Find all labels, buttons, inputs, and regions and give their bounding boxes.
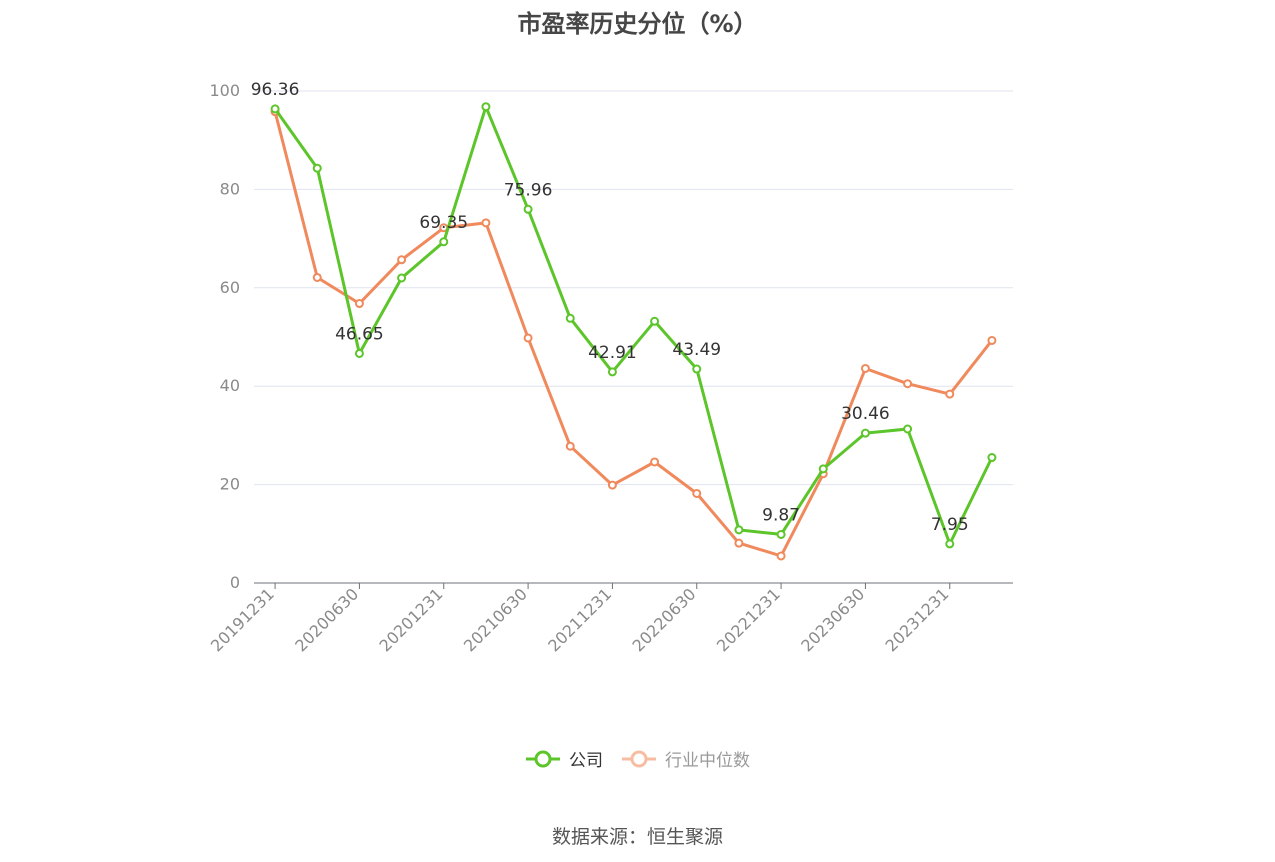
chart-title: 市盈率历史分位（%） — [517, 10, 758, 38]
data-point — [565, 441, 575, 451]
data-point — [397, 255, 407, 265]
data-point — [439, 237, 449, 247]
data-point — [945, 539, 955, 549]
data-point — [523, 333, 533, 343]
data-point — [523, 204, 533, 214]
data-point — [312, 163, 322, 173]
x-tick-label: 20200630 — [291, 584, 362, 655]
data-label: 9.87 — [762, 505, 800, 525]
x-tick-label: 20231231 — [882, 584, 953, 655]
data-label: 43.49 — [672, 340, 721, 360]
data-point — [607, 480, 617, 490]
data-label: 96.36 — [251, 80, 300, 100]
data-point — [565, 313, 575, 323]
legend-swatch — [526, 750, 560, 767]
y-tick-label: 80 — [220, 179, 240, 198]
data-point — [860, 363, 870, 373]
x-tick-label: 20220630 — [629, 584, 700, 655]
data-point — [945, 389, 955, 399]
data-point — [734, 525, 744, 535]
y-tick-label: 20 — [220, 475, 240, 494]
data-point — [481, 218, 491, 228]
legend-item[interactable]: 行业中位数 — [621, 746, 750, 771]
y-tick-label: 100 — [209, 81, 240, 100]
data-point — [776, 551, 786, 561]
data-point — [903, 424, 913, 434]
y-tick-label: 40 — [220, 376, 240, 395]
data-point — [692, 364, 702, 374]
data-point — [692, 488, 702, 498]
data-point — [903, 379, 913, 389]
data-point — [354, 299, 364, 309]
data-point — [312, 272, 322, 282]
data-point — [860, 428, 870, 438]
data-point — [354, 348, 364, 358]
x-tick-label: 20230630 — [797, 584, 868, 655]
data-label: 69.35 — [419, 213, 468, 233]
data-point — [776, 529, 786, 539]
data-label: 42.91 — [588, 343, 637, 363]
data-point — [481, 102, 491, 112]
data-point — [650, 457, 660, 467]
data-label: 46.65 — [335, 324, 384, 344]
data-point — [818, 464, 828, 474]
series-line — [273, 105, 994, 546]
x-tick-label: 20201231 — [376, 584, 447, 655]
legend-item[interactable]: 公司 — [525, 746, 603, 771]
data-label: 7.95 — [931, 515, 969, 535]
series-line — [273, 111, 994, 558]
source-note: 数据来源：恒生聚源 — [551, 826, 723, 848]
data-label: 75.96 — [504, 180, 553, 200]
x-tick-label: 20210630 — [460, 584, 531, 655]
y-tick-label: 60 — [220, 278, 240, 297]
legend: 公司 行业中位数 — [0, 746, 1275, 771]
x-tick-label: 20211231 — [544, 584, 615, 655]
data-point — [607, 367, 617, 377]
data-point — [270, 104, 280, 114]
legend-swatch — [622, 750, 656, 767]
legend-label: 行业中位数 — [665, 751, 750, 771]
data-point — [397, 273, 407, 283]
series-lines — [270, 102, 997, 561]
x-tick-label: 20221231 — [713, 584, 784, 655]
grid-lines — [254, 90, 1013, 486]
data-labels: 96.36 46.65 69.35 75.96 42.91 43.49 9.87 30.46 7… — [251, 80, 969, 535]
data-point — [987, 453, 997, 463]
data-point — [650, 316, 660, 326]
data-point — [987, 335, 997, 345]
legend-label: 公司 — [569, 751, 603, 771]
data-point — [734, 538, 744, 548]
data-label: 30.46 — [841, 404, 890, 424]
y-tick-label: 0 — [230, 573, 240, 592]
x-tick-label: 20191231 — [207, 584, 278, 655]
